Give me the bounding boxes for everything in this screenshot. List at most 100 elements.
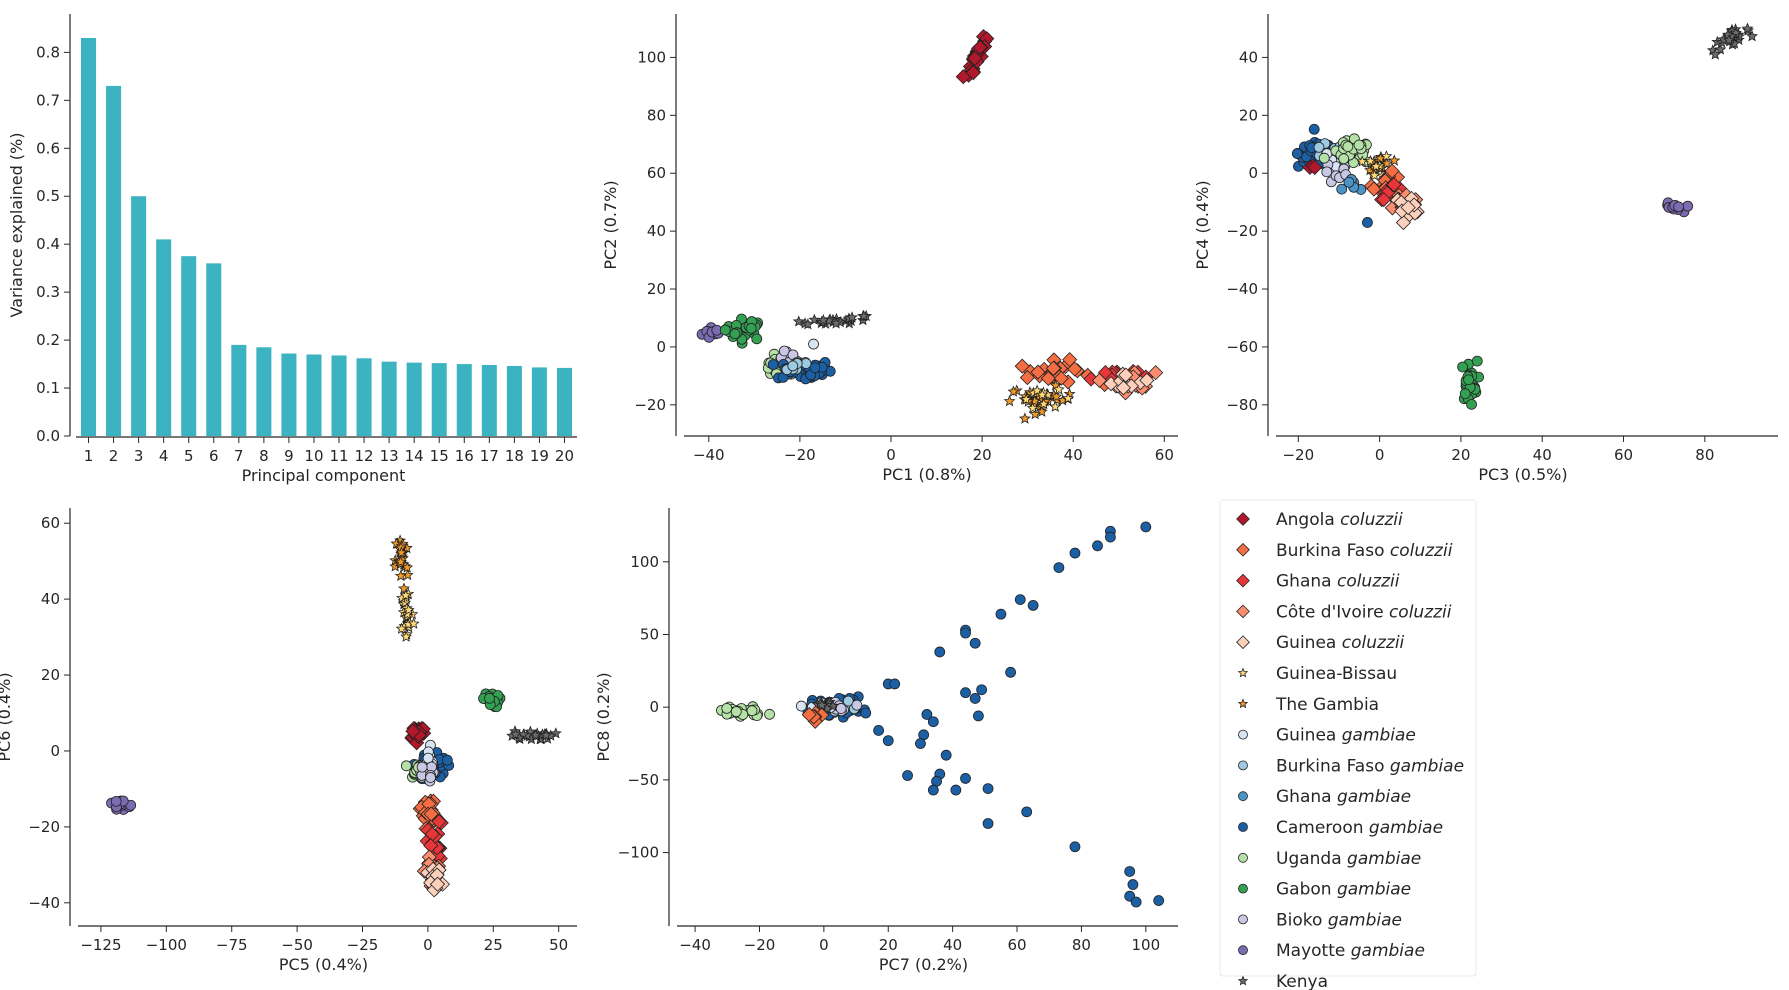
data-point xyxy=(1003,395,1016,407)
data-point xyxy=(927,716,939,728)
data-point xyxy=(1471,355,1483,367)
x-tick-label: 19 xyxy=(530,447,549,465)
y-tick-label: 0.4 xyxy=(36,235,60,253)
x-tick-label: 20 xyxy=(1451,446,1470,464)
y-tick-label: 0.2 xyxy=(36,331,60,349)
data-point xyxy=(965,65,981,81)
data-point xyxy=(1014,594,1026,605)
y-tick-label: 20 xyxy=(647,280,666,298)
y-axis-label: PC2 (0.7%) xyxy=(601,180,620,269)
data-point xyxy=(1021,806,1033,818)
data-point xyxy=(1115,380,1131,396)
data-point xyxy=(873,725,884,736)
data-point xyxy=(1400,199,1416,216)
data-point xyxy=(1321,166,1333,178)
y-tick-label: 0.3 xyxy=(36,283,60,301)
bar xyxy=(131,196,147,436)
data-point xyxy=(1366,181,1382,197)
data-point xyxy=(730,706,742,718)
data-point xyxy=(1291,148,1303,159)
legend-species: coluzzii xyxy=(1384,541,1452,561)
data-point xyxy=(889,678,901,690)
bar xyxy=(256,347,272,436)
data-point xyxy=(982,818,994,829)
x-tick-label: 13 xyxy=(380,447,399,465)
legend-entry: Bioko gambiae xyxy=(1238,910,1402,930)
legend-marker xyxy=(1236,512,1250,526)
data-point xyxy=(1140,521,1152,533)
bar xyxy=(331,355,347,436)
x-tick-label: 15 xyxy=(430,447,449,465)
y-tick-label: 60 xyxy=(647,164,666,182)
data-point xyxy=(1069,841,1081,853)
bar xyxy=(556,367,572,436)
data-point xyxy=(729,328,741,340)
legend-entry: Angola coluzzii xyxy=(1236,510,1403,530)
data-point xyxy=(745,322,757,334)
legend-frame xyxy=(1219,499,1477,977)
x-tick-label: 80 xyxy=(1695,446,1714,464)
legend-entry: Guinea gambiae xyxy=(1238,726,1416,746)
legend-country: Côte d'Ivoire xyxy=(1276,602,1384,622)
y-tick-label: 20 xyxy=(1239,106,1258,124)
data-point xyxy=(1380,157,1393,169)
legend-species: gambiae xyxy=(1342,849,1422,869)
data-point xyxy=(1308,123,1320,135)
data-point xyxy=(1343,176,1355,188)
x-tick-label: −75 xyxy=(216,936,248,954)
x-tick-label: 80 xyxy=(1072,936,1091,954)
data-point xyxy=(1053,562,1065,574)
data-point xyxy=(1313,141,1325,153)
data-point xyxy=(1035,405,1048,417)
legend-marker xyxy=(1238,883,1248,894)
legend-country: Kenya xyxy=(1276,972,1328,990)
data-point xyxy=(857,309,870,322)
data-point xyxy=(1028,394,1041,407)
data-point xyxy=(1388,154,1401,166)
pc7-pc8-scatter: −40 −20 0 20 40 60 80 100 −100 −50 0 50 100 PC7 (0.2%… xyxy=(594,508,1178,974)
x-tick-label: 4 xyxy=(159,447,169,465)
data-point xyxy=(509,728,522,740)
legend-country: Guinea-Bissau xyxy=(1276,664,1397,684)
legend-marker xyxy=(1236,604,1250,619)
legend-entry: Burkina Faso gambiae xyxy=(1238,756,1464,776)
y-tick-label: 0.8 xyxy=(36,43,60,61)
y-tick-label: 0.7 xyxy=(36,91,60,109)
data-point xyxy=(1036,388,1049,400)
data-point xyxy=(1104,531,1116,543)
x-tick-label: 0 xyxy=(819,936,829,954)
legend-country: Burkina Faso xyxy=(1276,541,1384,561)
bar xyxy=(406,362,422,436)
data-point xyxy=(1395,214,1411,231)
data-point xyxy=(1673,201,1685,213)
data-point xyxy=(842,695,854,707)
data-point xyxy=(764,708,775,720)
y-axis-label: PC6 (0.4%) xyxy=(0,672,14,761)
legend-entry: Cameroon gambiae xyxy=(1238,818,1443,838)
data-point xyxy=(1682,200,1694,212)
legend-entry: Kenya xyxy=(1237,972,1328,990)
data-point xyxy=(425,772,436,783)
legend-species: gambiae xyxy=(1336,726,1416,746)
scatter-points xyxy=(1291,22,1759,410)
data-point xyxy=(441,754,453,766)
y-tick-label: −20 xyxy=(1226,222,1258,240)
x-tick-label: 0 xyxy=(1375,446,1385,464)
data-point xyxy=(967,50,983,66)
bar xyxy=(281,353,297,436)
data-point xyxy=(1092,540,1103,552)
bar xyxy=(481,365,497,436)
data-point xyxy=(1020,393,1033,405)
data-point xyxy=(721,702,733,714)
data-point xyxy=(960,687,971,699)
legend-species: gambiae xyxy=(1322,910,1402,930)
x-tick-label: −25 xyxy=(347,936,379,954)
data-point xyxy=(835,703,847,714)
data-point xyxy=(982,783,994,795)
x-axis-label: PC7 (0.2%) xyxy=(879,955,968,974)
pc1-pc2-scatter: −40 −20 0 20 40 60 −20 0 20 40 60 80 100 PC1 (0.8%) PC… xyxy=(601,14,1178,484)
x-tick-label: 12 xyxy=(355,447,374,465)
data-point xyxy=(1062,392,1075,404)
